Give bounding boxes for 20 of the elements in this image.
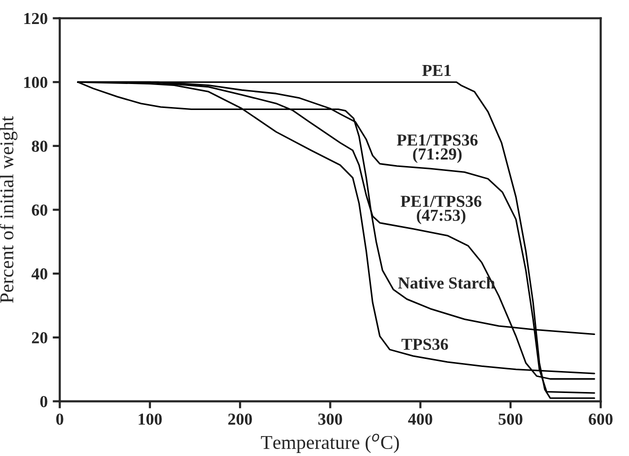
y-tick-label: 80: [32, 140, 48, 152]
y-tick-label: 40: [32, 268, 48, 280]
x-tick-label: 100: [138, 414, 162, 425]
annotation: TPS36: [402, 338, 448, 350]
x-tick-label: 400: [408, 414, 432, 425]
x-tick-label: 500: [498, 414, 522, 425]
annotation: PE1: [422, 64, 451, 76]
y-tick-label: 60: [32, 204, 48, 216]
x-tick-label: 0: [56, 414, 64, 425]
annotation: PE1/TPS36 (71:29): [396, 134, 478, 164]
x-tick-label: 600: [588, 414, 613, 425]
annotation: PE1/TPS36 (47:53): [400, 196, 482, 224]
x-tick-label: 300: [318, 414, 342, 425]
y-tick-label: 20: [32, 332, 48, 344]
y-tick-label: 100: [24, 76, 48, 88]
x-axis-title: Temperature ($^{o}$C): [260, 434, 399, 453]
y-tick-label: 0: [40, 396, 48, 408]
y-tick-label: 120: [24, 12, 48, 24]
x-tick-label: 200: [228, 414, 252, 425]
y-axis-title: Percent of initial weight: [0, 116, 18, 303]
